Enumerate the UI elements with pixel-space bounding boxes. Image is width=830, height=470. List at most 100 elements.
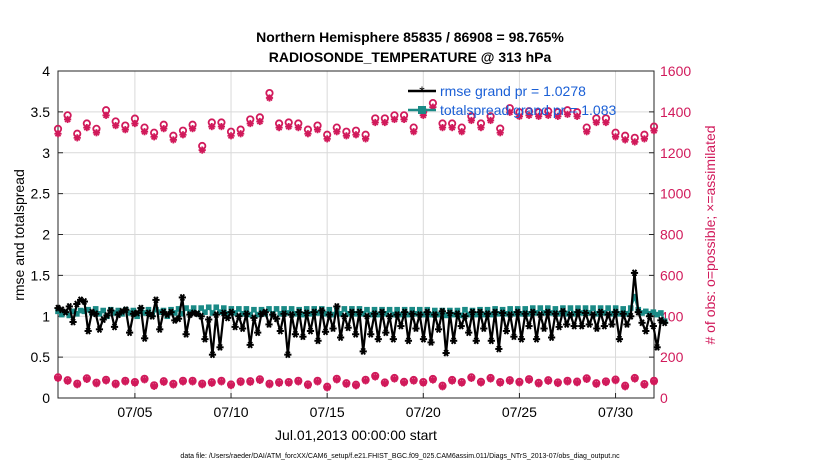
obs-assimilated-marker	[400, 379, 408, 387]
totalspread-marker	[288, 306, 295, 312]
rmse-marker	[446, 309, 454, 317]
rmse-marker	[344, 324, 352, 332]
rmse-marker	[295, 308, 303, 316]
obs-assimilated-marker	[198, 146, 206, 154]
totalspread-marker	[145, 306, 152, 313]
rmse-marker	[480, 324, 488, 333]
x-tick-label: 07/20	[406, 404, 441, 420]
obs-assimilated-marker	[631, 138, 639, 146]
rmse-marker	[69, 318, 77, 326]
obs-assimilated-marker	[573, 112, 581, 120]
rmse-marker	[178, 293, 186, 302]
x-tick-label: 07/25	[502, 404, 537, 420]
totalspread-marker	[81, 308, 88, 315]
obs-assimilated-marker	[371, 118, 379, 127]
totalspread-marker	[601, 310, 608, 316]
obs-assimilated-marker	[458, 128, 466, 136]
obs-assimilated-marker	[304, 381, 312, 390]
rmse-marker	[544, 308, 552, 316]
obs-assimilated-marker	[583, 128, 591, 136]
totalspread-marker	[477, 306, 483, 313]
totalspread-marker	[480, 311, 487, 318]
rmse-marker	[223, 314, 232, 322]
totalspread-marker	[405, 311, 412, 318]
totalspread-marker	[639, 310, 645, 316]
legend-spread-marker	[418, 106, 426, 114]
rmse-marker	[370, 310, 379, 318]
rmse-marker	[125, 328, 134, 337]
obs-assimilated-marker	[131, 379, 139, 387]
totalspread-marker	[224, 310, 231, 317]
y2-tick-label: 200	[660, 349, 684, 365]
obs-assimilated-marker	[227, 132, 235, 140]
rmse-marker	[133, 309, 141, 317]
obs-assimilated-marker	[237, 378, 245, 387]
totalspread-marker	[488, 311, 495, 318]
totalspread-marker	[292, 310, 299, 317]
totalspread-marker	[326, 306, 333, 313]
totalspread-marker	[575, 305, 581, 311]
totalspread-marker	[322, 310, 329, 317]
rmse-marker	[514, 308, 522, 316]
totalspread-marker	[243, 306, 250, 312]
totalspread-marker	[548, 310, 555, 316]
totalspread-marker	[285, 310, 291, 316]
rmse-marker	[585, 320, 593, 329]
obs-assimilated-marker	[611, 133, 620, 141]
rmse-marker	[216, 343, 224, 351]
totalspread-marker	[119, 310, 125, 317]
totalspread-marker	[356, 306, 363, 312]
obs-assimilated-marker	[515, 112, 524, 120]
totalspread-marker	[582, 305, 589, 311]
obs-assimilated-marker	[573, 379, 581, 387]
totalspread-marker	[77, 307, 84, 314]
rmse-marker	[227, 308, 235, 316]
obs-assimilated-marker	[83, 124, 91, 132]
totalspread-marker	[205, 304, 212, 311]
totalspread-marker	[371, 306, 378, 313]
y-tick-label: 2	[42, 227, 50, 243]
rmse-marker	[92, 310, 100, 318]
rmse-marker	[612, 308, 620, 316]
rmse-marker	[600, 322, 608, 330]
rmse-series	[54, 269, 669, 359]
totalspread-marker	[567, 305, 574, 311]
rmse-marker	[563, 320, 571, 329]
totalspread-marker	[281, 306, 287, 312]
obs-assimilated-marker	[496, 129, 504, 137]
totalspread-marker	[349, 306, 355, 312]
rmse-marker	[276, 327, 284, 335]
obs-assimilated-marker	[592, 118, 600, 127]
obs-assimilated-marker	[400, 115, 408, 124]
totalspread-marker	[432, 307, 438, 314]
chart-subtitle: RADIOSONDE_TEMPERATURE @ 313 hPa	[269, 49, 552, 65]
rmse-marker	[495, 345, 503, 353]
obs-assimilated-marker	[554, 112, 562, 120]
obs-assimilated-marker	[438, 383, 447, 391]
totalspread-marker	[597, 305, 604, 311]
obs-assimilated-marker	[535, 112, 543, 120]
obs-assimilated-marker	[515, 379, 524, 387]
totalspread-marker	[330, 311, 336, 318]
rmse-marker	[355, 308, 364, 316]
totalspread-marker	[465, 311, 472, 318]
totalspread-marker	[398, 311, 404, 318]
obs-assimilated-marker	[390, 375, 399, 383]
totalspread-marker	[605, 305, 611, 311]
rmse-marker	[306, 327, 315, 335]
obs-assimilated-marker	[73, 134, 81, 142]
totalspread-marker	[172, 310, 178, 316]
totalspread-marker	[220, 305, 227, 311]
obs-assimilated-marker	[362, 377, 370, 385]
totalspread-marker	[420, 311, 427, 318]
obs-assimilated-marker	[563, 378, 572, 386]
totalspread-marker	[401, 306, 408, 313]
rmse-marker	[269, 310, 277, 319]
totalspread-marker	[654, 311, 660, 318]
obs-assimilated-marker	[73, 381, 81, 389]
x-tick-label: 07/30	[598, 404, 633, 420]
obs-assimilated-marker	[64, 115, 72, 124]
obs-assimilated-marker	[631, 375, 639, 383]
obs-assimilated-marker	[419, 379, 427, 387]
rmse-marker	[107, 306, 115, 315]
